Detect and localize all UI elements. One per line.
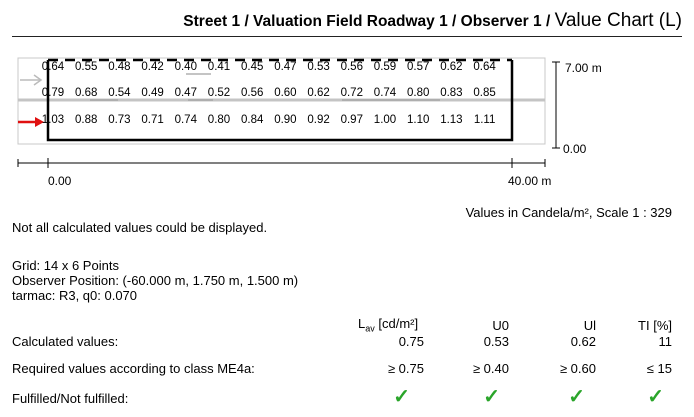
grid-value: 0.92	[307, 114, 330, 126]
tarmac-info: tarmac: R3, q0: 0.070	[12, 288, 138, 303]
required-u0: ≥ 0.40	[472, 361, 509, 376]
calculated-u0: 0.53	[483, 334, 509, 349]
grid-value: 0.56	[340, 61, 363, 73]
grid-value: 0.62	[440, 61, 463, 73]
grid-value: 0.57	[406, 61, 430, 73]
header-u0: U0	[492, 318, 509, 333]
grid-value: 0.71	[141, 114, 164, 126]
grid-value: 0.88	[74, 114, 98, 126]
units-note: Values in Candela/m², Scale 1 : 329	[465, 205, 672, 220]
grid-value: 0.97	[340, 114, 363, 126]
header-ti: TI [%]	[638, 318, 672, 333]
grid-value: 0.80	[207, 114, 231, 126]
required-ti: ≤ 15	[646, 361, 672, 376]
valuation-field	[46, 60, 514, 142]
grid-value: 0.62	[307, 87, 330, 99]
calculated-ul: 0.62	[570, 334, 596, 349]
grid-value: 0.74	[174, 114, 197, 126]
title-divider	[12, 36, 682, 37]
grid-value: 0.83	[440, 87, 463, 99]
x-end-label: 40.00 m	[508, 174, 552, 188]
grid-value: 0.73	[108, 114, 131, 126]
grid-value: 0.74	[373, 87, 397, 99]
grid-value: 0.64	[41, 61, 65, 73]
grid-value: 0.79	[41, 87, 65, 99]
warning-text: Not all calculated values could be displ…	[12, 220, 268, 235]
grid-value: 0.47	[274, 61, 297, 73]
grid-value: 1.11	[473, 114, 496, 126]
grid-info: Grid: 14 x 6 Points	[12, 258, 119, 273]
page-title: Street 1 / Valuation Field Roadway 1 / O…	[183, 10, 682, 32]
roadway-diagram	[17, 57, 560, 168]
required-lav: ≥ 0.75	[387, 361, 424, 376]
calculated-lav: 0.75	[398, 334, 424, 349]
fulfilled-lav-check-icon: ✓	[393, 386, 410, 408]
vertical-scale	[552, 61, 560, 149]
grid-value: 1.03	[41, 114, 65, 126]
grid-value: 0.55	[74, 61, 98, 73]
grid-value: 0.45	[240, 61, 264, 73]
observer-arrow-active	[18, 117, 44, 127]
header-lav: Lav [cd/m²]	[358, 316, 419, 334]
calculated-ti: 11	[658, 334, 673, 349]
grid-value: 0.60	[274, 87, 297, 99]
chart-name: Value Chart (L)	[554, 10, 682, 31]
bottom-label: 0.00	[563, 142, 587, 156]
grid-value: 1.10	[406, 114, 430, 126]
grid-value: 0.80	[406, 87, 430, 99]
header-ul: Ul	[583, 318, 596, 333]
x-start-label: 0.00	[48, 174, 72, 188]
fulfilled-ti-check-icon: ✓	[647, 386, 664, 408]
grid-value: 0.53	[307, 61, 330, 73]
grid-value: 1.13	[440, 114, 463, 126]
required-ul: ≥ 0.60	[559, 361, 596, 376]
grid-value: 1.00	[373, 114, 397, 126]
grid-value: 0.48	[108, 61, 131, 73]
grid-value: 0.40	[174, 61, 197, 73]
grid-value: 0.85	[473, 87, 496, 99]
breadcrumb-path: Street 1 / Valuation Field Roadway 1 / O…	[183, 13, 555, 30]
grid-value: 0.54	[108, 87, 131, 99]
grid-value: 0.68	[74, 87, 98, 99]
grid-value: 0.72	[340, 87, 363, 99]
grid-value: 0.56	[240, 87, 264, 99]
fulfilled-ul-check-icon: ✓	[568, 386, 585, 408]
grid-value: 0.90	[274, 114, 297, 126]
fulfilled-u0-check-icon: ✓	[483, 386, 500, 408]
grid-value: 0.84	[240, 114, 264, 126]
fulfilled-label: Fulfilled/Not fulfilled:	[12, 391, 129, 406]
grid-value: 0.47	[174, 87, 197, 99]
observer-info: Observer Position: (-60.000 m, 1.750 m, …	[12, 273, 299, 288]
grid-value: 0.41	[207, 61, 231, 73]
observer-arrow-inactive	[20, 74, 43, 86]
grid-value: 0.49	[141, 87, 164, 99]
horizontal-scale	[17, 158, 546, 168]
required-label: Required values according to class ME4a:	[12, 361, 255, 376]
height-label: 7.00 m	[565, 61, 602, 75]
isoline-marks	[90, 73, 440, 101]
grid-value: 0.64	[473, 61, 496, 73]
grid-value: 0.42	[141, 61, 164, 73]
grid-value: 0.59	[373, 61, 397, 73]
grid-value: 0.52	[207, 87, 231, 99]
calculated-label: Calculated values:	[12, 334, 119, 349]
